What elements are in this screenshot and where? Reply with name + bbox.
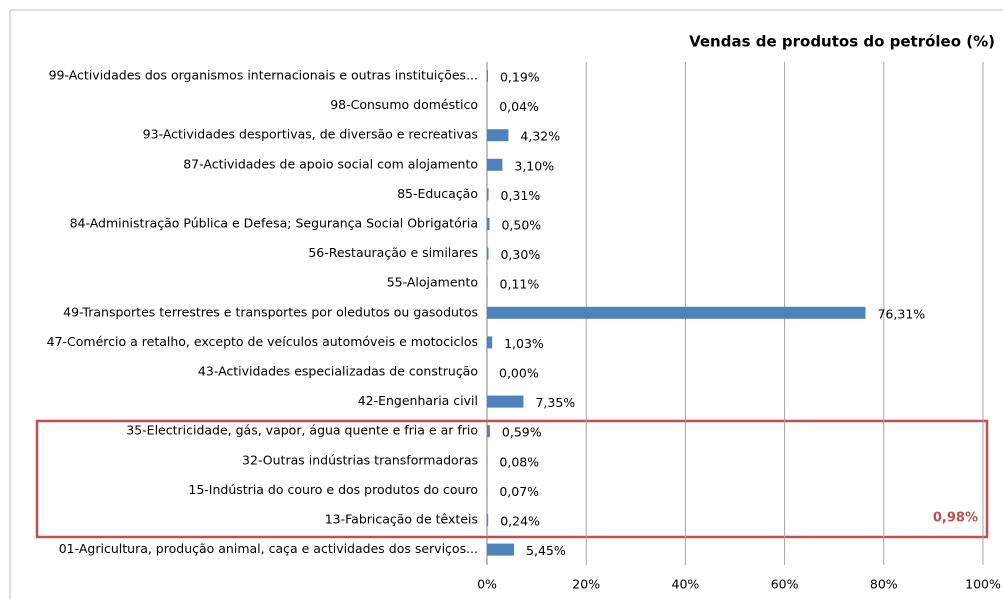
chart-title: Vendas de produtos do petróleo (%) [689,33,995,51]
bar [487,247,489,260]
bar [487,277,488,290]
y-tick-label: 84-Administração Pública e Defesa; Segur… [70,216,478,231]
y-tick-label: 93-Actividades desportivas, de diversão … [143,127,478,142]
data-label: 5,45% [526,543,566,558]
data-label: 3,10% [514,158,554,173]
y-tick-label: 35-Electricidade, gás, vapor, água quent… [126,423,478,438]
bar [487,218,490,230]
data-label: 0,00% [499,366,539,381]
annotation: 0,98% [933,511,978,526]
y-tick-label: 15-Indústria do couro e dos produtos do … [188,482,478,497]
bar [487,336,493,349]
bar [487,188,489,201]
data-label: 0,50% [501,218,541,233]
data-label: 0,19% [500,70,540,85]
data-label: 4,32% [520,129,560,144]
y-tick-label: 98-Consumo doméstico [330,97,478,112]
y-tick-label: 43-Actividades especializadas de constru… [198,364,478,379]
bar [487,425,490,438]
y-tick-label: 56-Restauração e similares [308,245,478,260]
bar [487,543,515,556]
y-tick-label: 99-Actividades dos organismos internacio… [49,68,478,83]
x-tick-label: 20% [572,577,600,592]
data-label: 0,59% [502,425,542,440]
data-label: 0,30% [500,247,540,262]
data-label: 0,07% [499,484,539,499]
bar [487,70,488,82]
data-label: 0,08% [499,454,539,469]
y-tick-label: 55-Alojamento [387,275,478,290]
y-tick-label: 42-Engenharia civil [358,393,478,408]
data-label: 0,04% [499,99,539,114]
data-label: 7,35% [535,395,575,410]
bar [487,306,866,319]
bar [487,395,524,408]
x-tick-label: 40% [672,577,700,592]
data-label: 0,31% [501,188,541,203]
data-label: 76,31% [877,306,925,321]
data-label: 0,24% [500,514,540,529]
y-tick-label: 01-Agricultura, produção animal, caça e … [59,541,478,556]
x-tick-label: 0% [477,577,497,592]
bar [487,158,503,171]
x-tick-label: 100% [965,577,1001,592]
bar [487,514,489,526]
y-tick-label: 47-Comércio a retalho, excepto de veícul… [47,334,478,349]
bar [487,129,509,142]
y-tick-label: 32-Outras indústrias transformadoras [242,452,478,467]
y-tick-label: 13-Fabricação de têxteis [325,512,478,527]
x-tick-label: 80% [870,577,898,592]
x-tick-label: 60% [771,577,799,592]
y-tick-label: 49-Transportes terrestres e transportes … [63,304,478,319]
highlight-box [35,419,989,539]
y-tick-label: 87-Actividades de apoio social com aloja… [183,156,478,171]
data-label: 1,03% [504,336,544,351]
data-label: 0,11% [500,277,540,292]
y-tick-label: 85-Educação [397,186,478,201]
